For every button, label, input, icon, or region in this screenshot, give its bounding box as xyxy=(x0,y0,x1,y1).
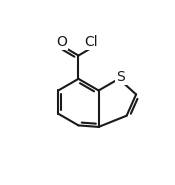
Text: Cl: Cl xyxy=(84,35,98,49)
Text: O: O xyxy=(56,35,67,49)
Text: S: S xyxy=(116,70,125,84)
